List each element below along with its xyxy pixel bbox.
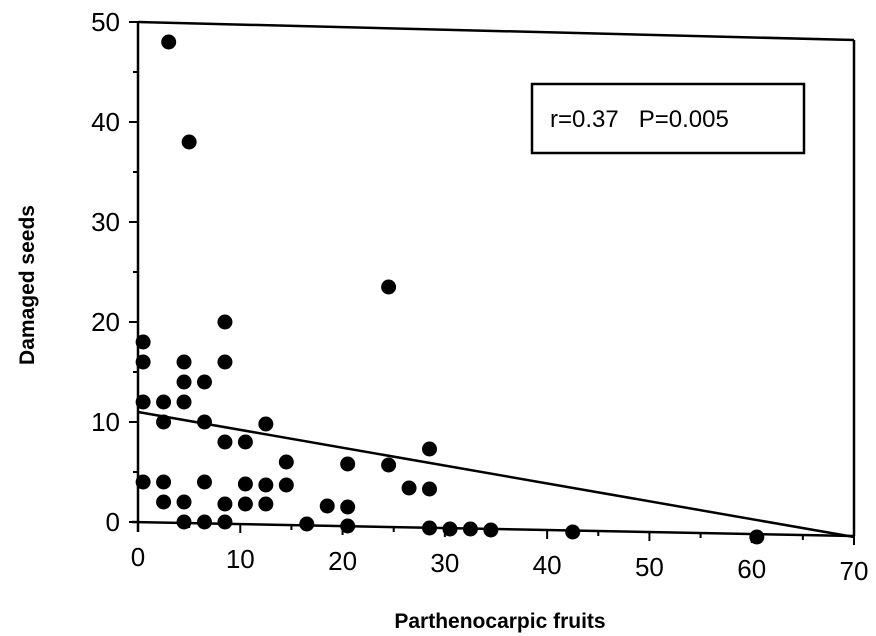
data-point: [217, 354, 233, 370]
y-tick-label: 50: [91, 7, 120, 37]
data-point: [422, 481, 438, 497]
data-point: [156, 474, 172, 490]
annotation-text: r=0.37 P=0.005: [550, 106, 729, 133]
x-tick-label: 50: [635, 552, 664, 582]
data-point: [176, 374, 192, 390]
data-point: [181, 134, 197, 150]
data-point: [340, 499, 356, 515]
data-point: [237, 476, 253, 492]
x-tick-label: 40: [533, 550, 562, 580]
data-point: [196, 514, 212, 530]
y-tick-label: 0: [106, 507, 120, 537]
data-point: [135, 394, 151, 410]
data-point: [196, 374, 212, 390]
data-point: [176, 494, 192, 510]
data-point: [749, 529, 765, 545]
data-point: [258, 477, 274, 493]
data-point: [381, 279, 397, 295]
top-frame-line: [137, 20, 855, 42]
data-point: [217, 514, 233, 530]
x-tick-label: 10: [226, 544, 255, 574]
data-point: [217, 314, 233, 330]
y-tick-label: 10: [91, 407, 120, 437]
data-point: [483, 522, 499, 538]
x-axis-title: Parthenocarpic fruits: [394, 610, 605, 633]
x-tick-labels: 0 10 20 30 40 50 60 70: [131, 542, 869, 586]
data-point: [217, 496, 233, 512]
data-point: [299, 516, 315, 532]
x-tick-label: 60: [737, 554, 766, 584]
data-point: [422, 520, 438, 536]
annotation-frame: [530, 82, 806, 155]
y-tick-label: 40: [91, 107, 120, 137]
data-point: [340, 456, 356, 472]
data-point: [237, 496, 253, 512]
data-point: [278, 454, 294, 470]
data-point: [176, 394, 192, 410]
regression-line: [137, 410, 855, 539]
data-point: [237, 434, 253, 450]
annotation-box: r=0.37 P=0.005: [530, 82, 806, 155]
data-point: [217, 434, 233, 450]
data-point: [340, 518, 356, 534]
data-point: [196, 414, 212, 430]
data-point: [176, 354, 192, 370]
data-point: [156, 394, 172, 410]
regression-line-group: [137, 410, 855, 539]
x-tick-label: 30: [430, 548, 459, 578]
data-point: [381, 457, 397, 473]
data-point: [156, 414, 172, 430]
data-point: [565, 524, 581, 540]
y-axis-title: Damaged seeds: [16, 205, 39, 365]
data-point: [161, 34, 177, 50]
data-point: [135, 334, 151, 350]
data-point: [462, 521, 478, 537]
data-point: [258, 496, 274, 512]
data-point: [196, 474, 212, 490]
x-tick-label: 20: [328, 546, 357, 576]
data-point: [156, 494, 172, 510]
data-point: [401, 480, 417, 496]
plot-frame: [131, 20, 856, 538]
x-tick-label: 0: [131, 542, 145, 572]
data-point: [176, 514, 192, 530]
data-point: [258, 416, 274, 432]
data-point: [278, 477, 294, 493]
y-tick-label: 30: [91, 207, 120, 237]
data-point: [319, 498, 335, 514]
data-point: [422, 441, 438, 457]
data-point: [135, 354, 151, 370]
x-tick-label: 70: [840, 556, 869, 586]
data-points: [135, 34, 765, 545]
y-tick-labels: 0 10 20 30 40 50: [91, 7, 120, 537]
data-point: [442, 521, 458, 537]
y-tick-label: 20: [91, 307, 120, 337]
data-point: [135, 474, 151, 490]
